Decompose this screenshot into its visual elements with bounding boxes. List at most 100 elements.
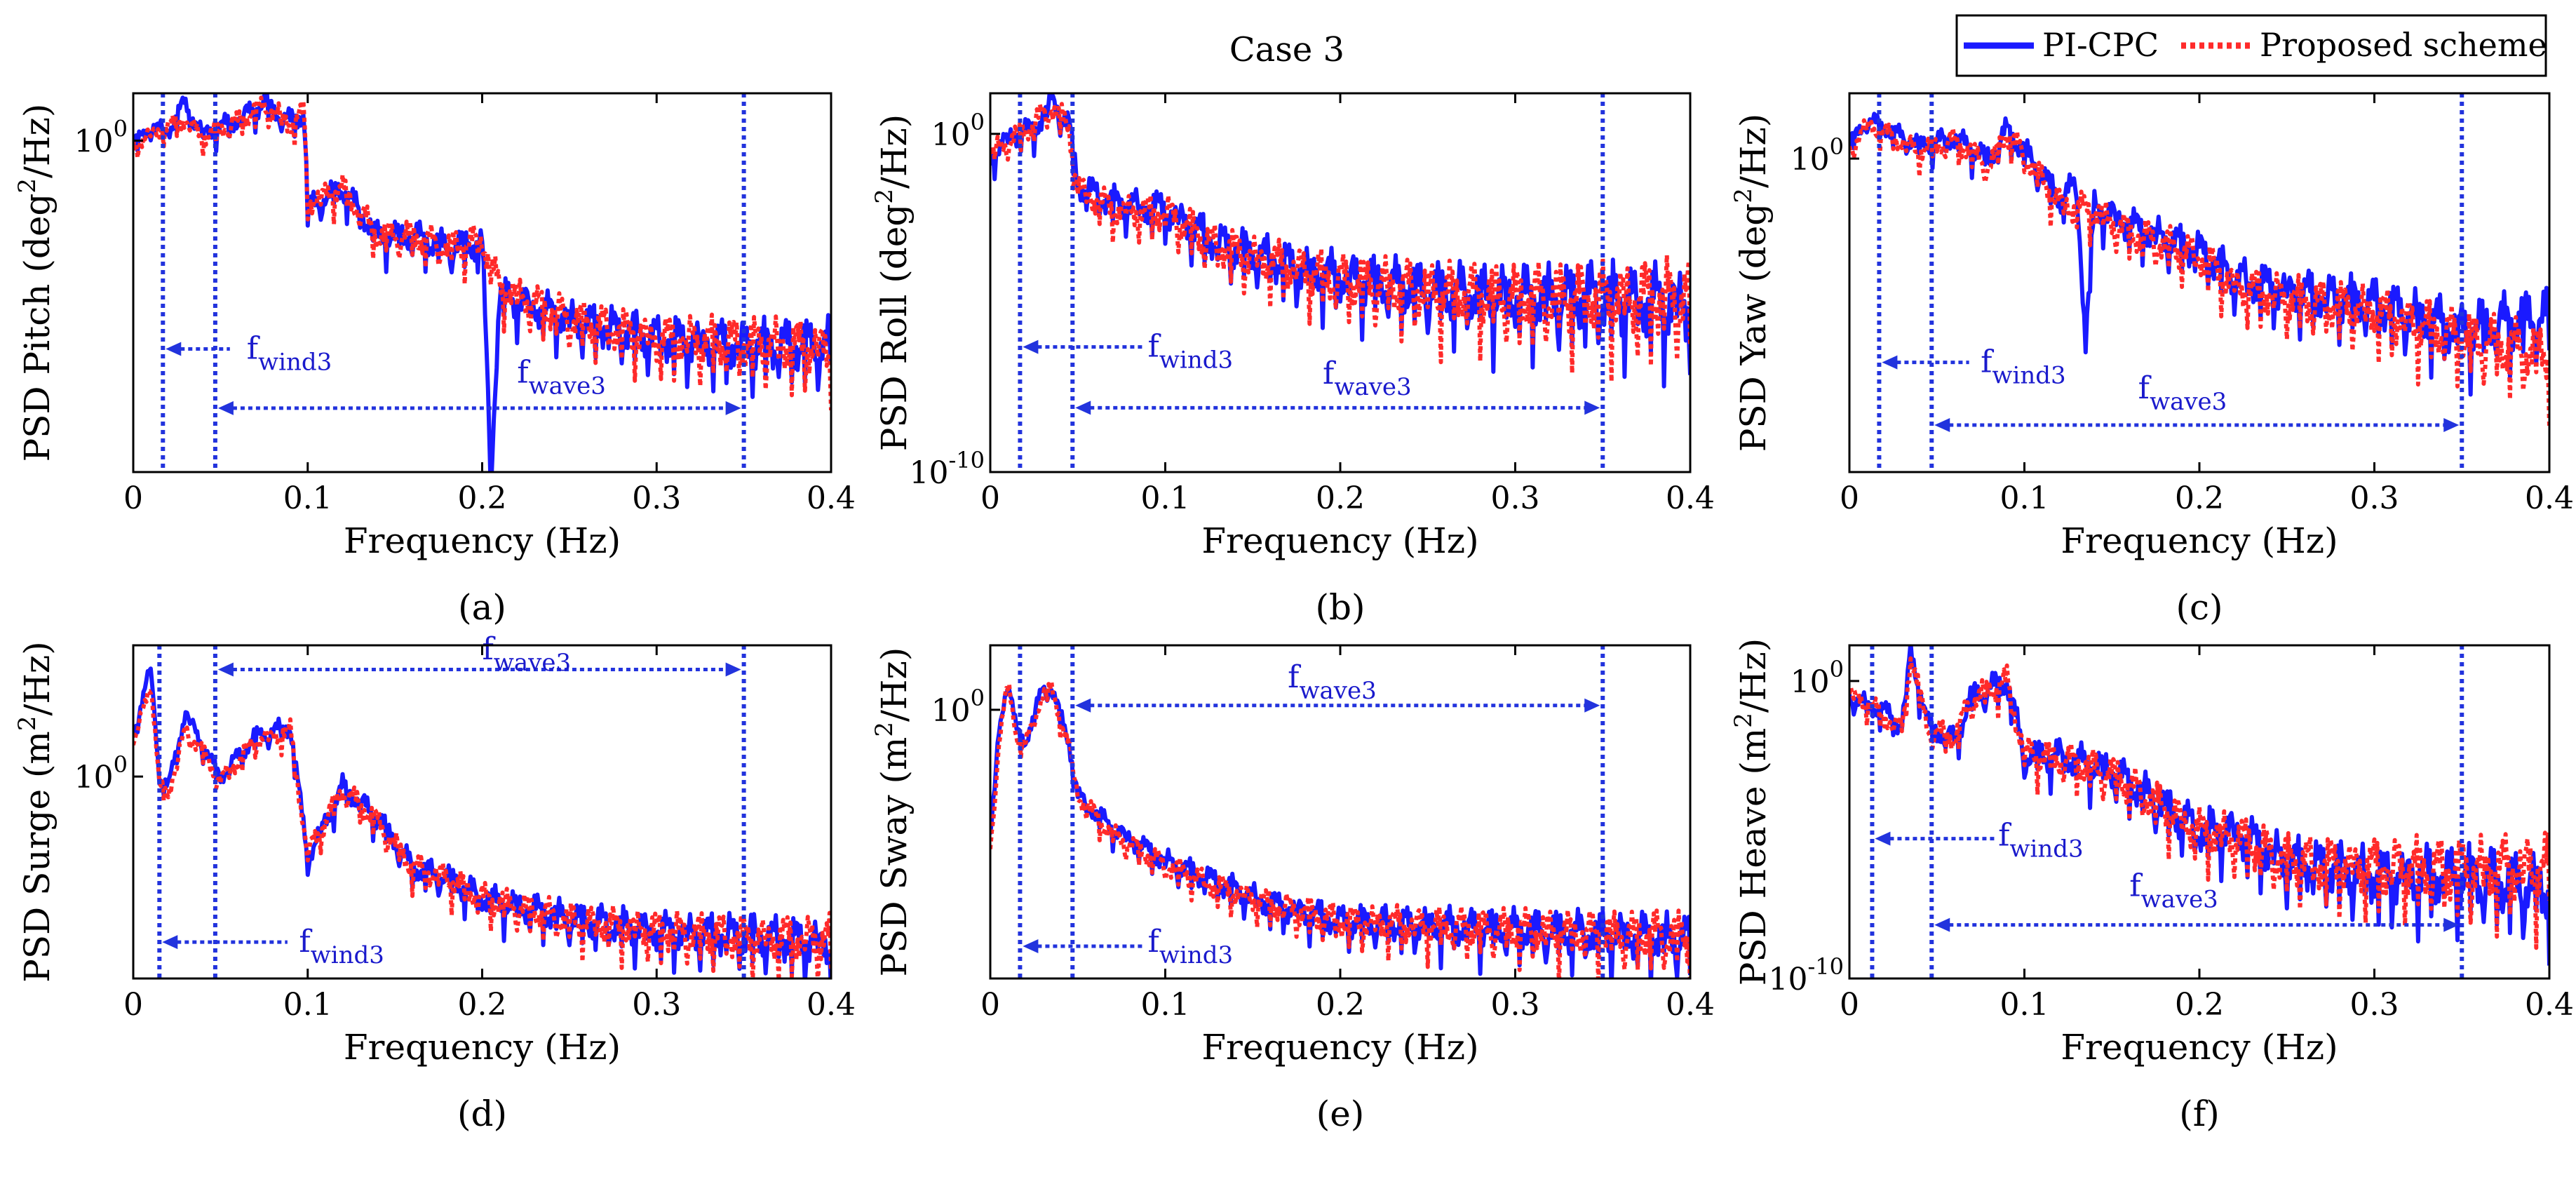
panel-label: (e) [1316, 1094, 1365, 1134]
y-tick-label: 100 [931, 109, 985, 153]
annotation-label: fwind3 [299, 924, 384, 969]
y-tick-label: 100 [1791, 656, 1844, 700]
legend-label-pi-cpc: PI-CPC [2042, 26, 2159, 64]
y-label-unit: /Hz) [874, 647, 915, 722]
y-label-unit: /Hz) [874, 114, 915, 189]
annotation-arrowhead-left [166, 342, 182, 356]
y-tick-label: 10-10 [909, 447, 985, 491]
x-tick-label: 0.3 [2350, 987, 2399, 1023]
y-axis-label: PSD Yaw (deg2/Hz) [1729, 114, 1774, 452]
y-label-superscript: 2 [870, 189, 898, 204]
x-axis-label: Frequency (Hz) [2061, 1027, 2338, 1068]
x-tick-label: 0.4 [807, 987, 856, 1023]
annotation-subscript: wind3 [258, 349, 332, 377]
annotation-base: f [1288, 659, 1301, 695]
annotation-label: fwave3 [2129, 868, 2218, 914]
annotation-base: f [247, 331, 260, 367]
y-axis-label: PSD Heave (m2/Hz) [1729, 638, 1774, 985]
annotation-label: fwind3 [247, 331, 332, 377]
x-axis-label: Frequency (Hz) [1201, 1027, 1478, 1068]
annotation-arrowhead-left [217, 401, 234, 415]
annotation-arrowhead-left [1875, 831, 1891, 846]
annotation-label: fwave3 [2138, 370, 2227, 416]
annotation-subscript: wind3 [311, 941, 384, 969]
x-tick-label: 0.4 [1666, 480, 1715, 516]
annotation-subscript: wave3 [494, 649, 571, 677]
y-tick-base: 10 [1791, 664, 1830, 700]
y-label-unit: /Hz) [17, 104, 58, 178]
y-tick-label: 100 [74, 751, 128, 795]
x-tick-label: 0.3 [632, 480, 681, 516]
annotation-label: fwave3 [1288, 659, 1377, 705]
x-axis-label: Frequency (Hz) [1201, 520, 1478, 561]
y-axis-label: PSD Pitch (deg2/Hz) [13, 104, 58, 462]
y-label-unit: /Hz) [1733, 114, 1774, 188]
y-label-unit: /Hz) [1733, 638, 1774, 713]
panel-label: (c) [2176, 587, 2223, 628]
legend-box [1955, 14, 2547, 77]
y-tick-exponent: 0 [971, 109, 985, 135]
y-label-text: PSD Roll (deg [874, 204, 915, 452]
y-tick-label: 100 [1791, 133, 1844, 177]
annotation-subscript: wind3 [2009, 835, 2083, 863]
annotation-arrowhead-left [1934, 917, 1950, 932]
y-tick-label: 100 [931, 685, 985, 729]
x-tick-label: 0.1 [1141, 480, 1190, 516]
x-tick-label: 0.2 [458, 480, 507, 516]
x-tick-label: 0.1 [1141, 987, 1190, 1023]
x-tick-label: 0.1 [2000, 480, 2049, 516]
x-tick-label: 0.4 [2525, 480, 2574, 516]
annotation-arrowhead-left [1882, 355, 1898, 370]
annotation-arrowhead-left [1023, 939, 1039, 954]
annotation-base: f [2129, 868, 2143, 904]
x-tick-label: 0 [1840, 480, 1859, 516]
y-tick-exponent: -10 [1807, 953, 1844, 980]
annotation-subscript: wind3 [1159, 941, 1233, 969]
annotation-base: f [1998, 817, 2011, 853]
annotation-base: f [2138, 370, 2152, 406]
y-tick-base: 10 [909, 455, 948, 491]
annotation-arrowhead-left [217, 662, 234, 677]
x-tick-label: 0 [980, 480, 1000, 516]
x-tick-label: 0.4 [1666, 987, 1715, 1023]
annotation-base: f [1981, 344, 1994, 380]
annotation-subscript: wave3 [2140, 886, 2218, 914]
panel-label: (a) [458, 587, 506, 628]
x-tick-label: 0.3 [1491, 480, 1540, 516]
annotation-label: fwind3 [1981, 344, 2066, 390]
series-pi-cpc-line [990, 93, 1690, 389]
figure-title: Case 3 [1229, 30, 1344, 69]
annotation-label: fwave3 [1323, 356, 1412, 401]
series-proposed-line [1849, 656, 2549, 950]
annotation-base: f [517, 354, 530, 390]
x-tick-label: 0.1 [283, 987, 332, 1023]
annotation-label: fwave3 [517, 354, 606, 400]
y-label-text: PSD Sway (m [874, 737, 915, 977]
y-label-superscript: 2 [1729, 188, 1758, 203]
y-tick-exponent: 0 [1830, 656, 1844, 682]
annotation-base: f [1148, 329, 1161, 365]
y-axis-label: PSD Surge (m2/Hz) [13, 641, 58, 983]
annotation-arrowhead-right [725, 401, 741, 415]
annotation-subscript: wave3 [1334, 373, 1411, 401]
y-label-superscript: 2 [870, 722, 898, 737]
annotation-label: fwind3 [1148, 329, 1234, 375]
x-tick-label: 0 [980, 987, 1000, 1023]
y-label-superscript: 2 [13, 716, 41, 732]
annotation-arrowhead-right [2443, 917, 2460, 932]
annotation-arrowhead-left [1023, 339, 1039, 354]
series-proposed-line [990, 102, 1690, 384]
y-tick-base: 10 [74, 124, 114, 160]
x-tick-label: 0.3 [632, 987, 681, 1023]
series-proposed-line [133, 95, 831, 410]
y-label-text: PSD Pitch (deg [17, 194, 58, 462]
y-axis-label: PSD Roll (deg2/Hz) [870, 114, 915, 452]
annotation-label: fwind3 [1998, 817, 2084, 863]
x-axis-label: Frequency (Hz) [344, 520, 621, 561]
x-tick-label: 0.1 [283, 480, 332, 516]
y-label-superscript: 2 [1729, 713, 1758, 728]
annotation-label: fwind3 [1148, 924, 1234, 969]
